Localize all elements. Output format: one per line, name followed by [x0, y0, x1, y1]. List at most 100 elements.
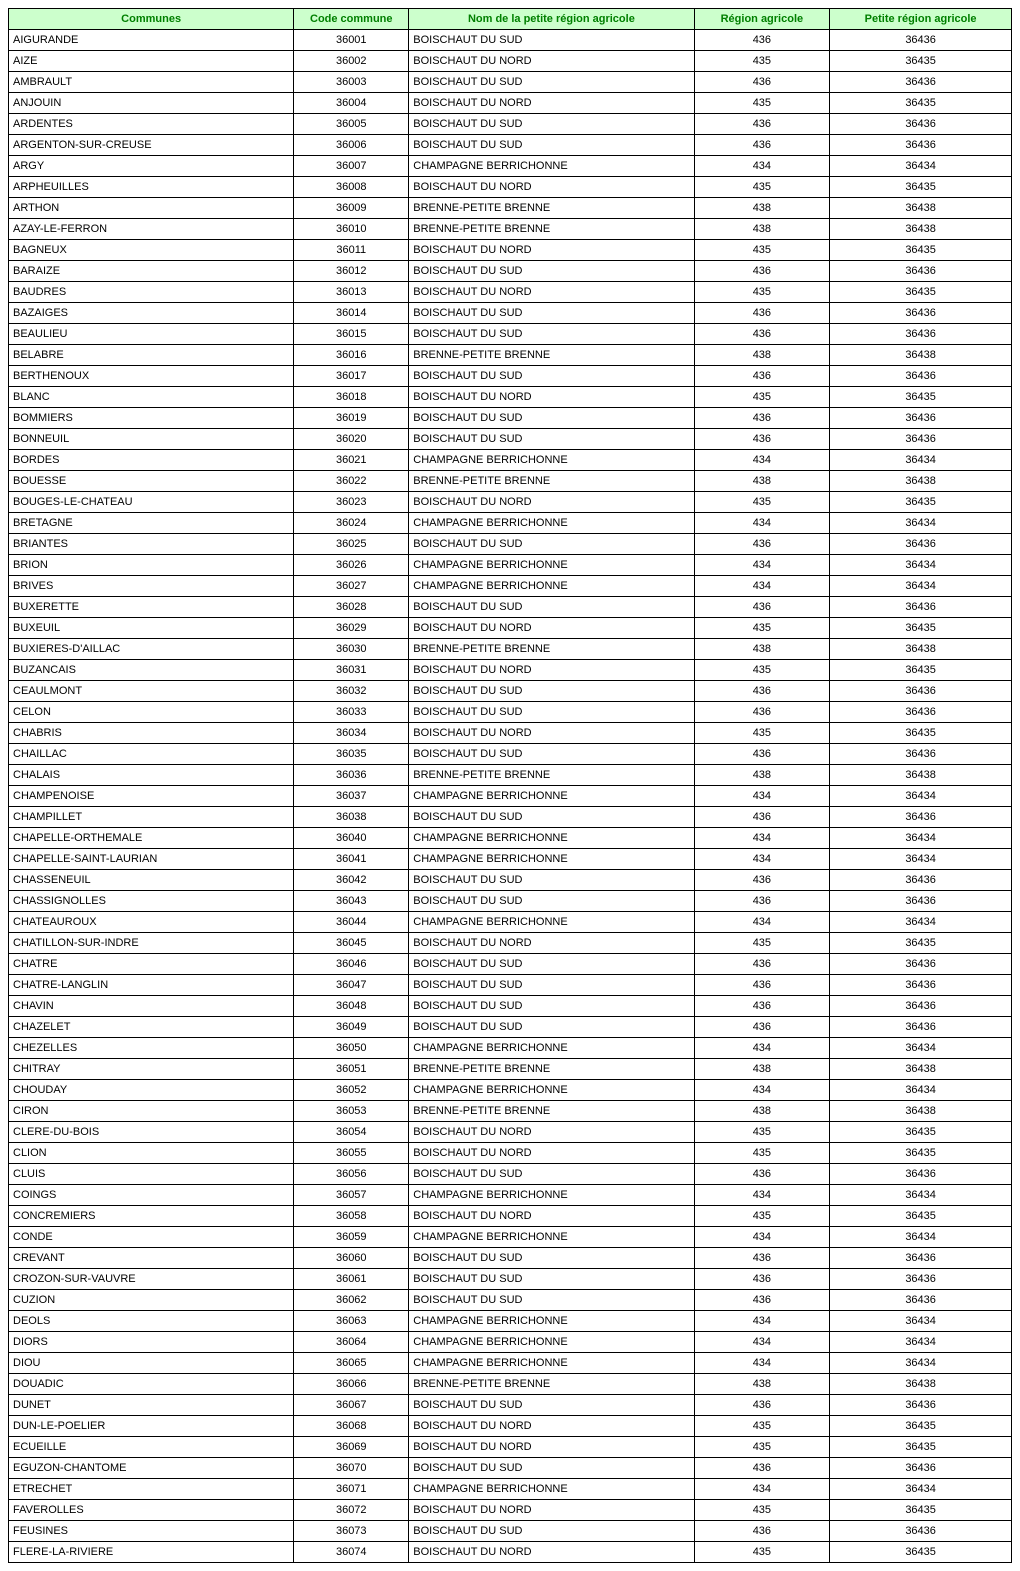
table-cell: BOISCHAUT DU SUD [409, 72, 694, 93]
table-cell: DUNET [9, 1395, 294, 1416]
table-row: CHAZELET36049BOISCHAUT DU SUD43636436 [9, 1017, 1012, 1038]
table-cell: 36436 [830, 408, 1012, 429]
table-cell: 36436 [830, 114, 1012, 135]
table-cell: BRENNE-PETITE BRENNE [409, 198, 694, 219]
table-cell: CHASSENEUIL [9, 870, 294, 891]
table-cell: CHAMPAGNE BERRICHONNE [409, 156, 694, 177]
table-cell: 436 [694, 1017, 830, 1038]
table-cell: AZAY-LE-FERRON [9, 219, 294, 240]
table-cell: 36435 [830, 177, 1012, 198]
table-cell: BOISCHAUT DU SUD [409, 807, 694, 828]
table-cell: ARGY [9, 156, 294, 177]
table-cell: 36074 [294, 1542, 409, 1563]
table-cell: 434 [694, 1185, 830, 1206]
table-cell: 36436 [830, 534, 1012, 555]
table-cell: 438 [694, 471, 830, 492]
table-row: CHASSIGNOLLES36043BOISCHAUT DU SUD436364… [9, 891, 1012, 912]
table-cell: 36005 [294, 114, 409, 135]
table-cell: CHAMPAGNE BERRICHONNE [409, 786, 694, 807]
table-cell: 435 [694, 933, 830, 954]
table-cell: 36434 [830, 786, 1012, 807]
table-cell: 36025 [294, 534, 409, 555]
table-cell: CHAPELLE-ORTHEMALE [9, 828, 294, 849]
table-row: CEAULMONT36032BOISCHAUT DU SUD43636436 [9, 681, 1012, 702]
table-cell: 36056 [294, 1164, 409, 1185]
table-cell: 436 [694, 408, 830, 429]
table-cell: 36015 [294, 324, 409, 345]
table-cell: BRENNE-PETITE BRENNE [409, 765, 694, 786]
table-cell: ARPHEUILLES [9, 177, 294, 198]
table-cell: BOISCHAUT DU SUD [409, 597, 694, 618]
table-cell: 36069 [294, 1437, 409, 1458]
table-cell: AMBRAULT [9, 72, 294, 93]
table-row: CLUIS36056BOISCHAUT DU SUD43636436 [9, 1164, 1012, 1185]
table-cell: 36436 [830, 870, 1012, 891]
table-cell: 36436 [830, 72, 1012, 93]
table-row: FLERE-LA-RIVIERE36074BOISCHAUT DU NORD43… [9, 1542, 1012, 1563]
table-cell: BOISCHAUT DU SUD [409, 408, 694, 429]
table-cell: 436 [694, 954, 830, 975]
table-cell: FAVEROLLES [9, 1500, 294, 1521]
table-cell: 36063 [294, 1311, 409, 1332]
table-row: CHAILLAC36035BOISCHAUT DU SUD43636436 [9, 744, 1012, 765]
table-row: CHASSENEUIL36042BOISCHAUT DU SUD43636436 [9, 870, 1012, 891]
table-cell: 36058 [294, 1206, 409, 1227]
table-cell: BOISCHAUT DU NORD [409, 282, 694, 303]
table-cell: BOISCHAUT DU NORD [409, 660, 694, 681]
table-cell: BOISCHAUT DU NORD [409, 1416, 694, 1437]
table-cell: CHAMPAGNE BERRICHONNE [409, 1332, 694, 1353]
table-cell: 435 [694, 1542, 830, 1563]
table-row: CHAMPENOISE36037CHAMPAGNE BERRICHONNE434… [9, 786, 1012, 807]
table-cell: 36436 [830, 702, 1012, 723]
table-cell: 438 [694, 639, 830, 660]
table-cell: 36028 [294, 597, 409, 618]
table-cell: DIORS [9, 1332, 294, 1353]
table-cell: 36033 [294, 702, 409, 723]
table-cell: 436 [694, 1269, 830, 1290]
table-row: DUN-LE-POELIER36068BOISCHAUT DU NORD4353… [9, 1416, 1012, 1437]
table-cell: 436 [694, 702, 830, 723]
table-cell: 36435 [830, 1542, 1012, 1563]
table-cell: CHAMPAGNE BERRICHONNE [409, 1038, 694, 1059]
table-cell: BAGNEUX [9, 240, 294, 261]
table-row: CHAMPILLET36038BOISCHAUT DU SUD43636436 [9, 807, 1012, 828]
table-row: BRIVES36027CHAMPAGNE BERRICHONNE43436434 [9, 576, 1012, 597]
table-row: DIOU36065CHAMPAGNE BERRICHONNE43436434 [9, 1353, 1012, 1374]
table-row: AZAY-LE-FERRON36010BRENNE-PETITE BRENNE4… [9, 219, 1012, 240]
table-row: DIORS36064CHAMPAGNE BERRICHONNE43436434 [9, 1332, 1012, 1353]
table-cell: 36030 [294, 639, 409, 660]
table-row: BOUESSE36022BRENNE-PETITE BRENNE43836438 [9, 471, 1012, 492]
table-cell: 436 [694, 1458, 830, 1479]
table-cell: 36435 [830, 618, 1012, 639]
table-cell: 36435 [830, 387, 1012, 408]
table-cell: 438 [694, 219, 830, 240]
table-row: CHALAIS36036BRENNE-PETITE BRENNE43836438 [9, 765, 1012, 786]
table-row: ARDENTES36005BOISCHAUT DU SUD43636436 [9, 114, 1012, 135]
table-cell: BRETAGNE [9, 513, 294, 534]
table-cell: 436 [694, 303, 830, 324]
table-row: BELABRE36016BRENNE-PETITE BRENNE43836438 [9, 345, 1012, 366]
table-cell: BRIANTES [9, 534, 294, 555]
table-cell: CELON [9, 702, 294, 723]
table-cell: 36434 [830, 156, 1012, 177]
table-row: AIGURANDE36001BOISCHAUT DU SUD43636436 [9, 30, 1012, 51]
table-cell: 36052 [294, 1080, 409, 1101]
table-cell: 36436 [830, 807, 1012, 828]
table-cell: BRENNE-PETITE BRENNE [409, 1101, 694, 1122]
table-cell: 435 [694, 1122, 830, 1143]
table-cell: BOISCHAUT DU SUD [409, 1164, 694, 1185]
table-cell: 435 [694, 51, 830, 72]
table-row: BONNEUIL36020BOISCHAUT DU SUD43636436 [9, 429, 1012, 450]
table-cell: 436 [694, 870, 830, 891]
table-cell: CLION [9, 1143, 294, 1164]
table-row: CREVANT36060BOISCHAUT DU SUD43636436 [9, 1248, 1012, 1269]
table-cell: BOISCHAUT DU SUD [409, 1395, 694, 1416]
table-cell: 435 [694, 240, 830, 261]
table-cell: 436 [694, 807, 830, 828]
table-cell: 435 [694, 387, 830, 408]
table-cell: 434 [694, 912, 830, 933]
table-cell: 36435 [830, 492, 1012, 513]
table-cell: 434 [694, 1332, 830, 1353]
table-cell: BRION [9, 555, 294, 576]
table-cell: CHAMPAGNE BERRICHONNE [409, 555, 694, 576]
